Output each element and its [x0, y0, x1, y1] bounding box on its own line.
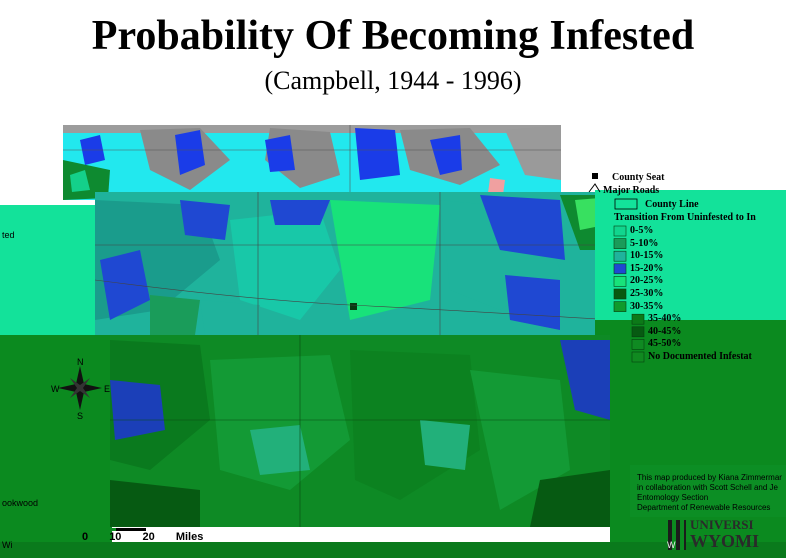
legend-swatch	[613, 301, 627, 312]
scale-labels: 0 10 20 Miles	[82, 531, 221, 543]
legend-county-line-label: County Line	[645, 199, 699, 210]
scale-label-10: 10	[109, 531, 122, 543]
bottom-strip	[0, 542, 786, 558]
university-emblem	[668, 520, 686, 550]
credit-box	[630, 465, 786, 517]
map-title: Probability Of Becoming Infested	[91, 13, 695, 59]
university-name: UNIVERSI WYOMI	[690, 517, 759, 551]
legend-swatch	[631, 313, 645, 325]
legend-swatch	[631, 339, 645, 350]
legend-class-label: No Documented Infestat	[648, 351, 752, 362]
legend-major-road-symbol	[588, 183, 601, 193]
legend-swatch	[613, 238, 627, 249]
legend-heading: Transition From Uninfested to In	[614, 212, 756, 223]
mid-map-region	[94, 192, 616, 340]
upper-map-region	[63, 125, 561, 200]
legend-swatches	[588, 173, 645, 363]
scale-bar	[86, 528, 146, 531]
compass-w: W	[51, 384, 60, 394]
legend-county-line-swatch	[614, 198, 638, 210]
legend-class-label: 15-20%	[630, 262, 664, 274]
compass-rose	[58, 366, 102, 410]
side-label-corner: Wi	[2, 540, 13, 550]
side-label-top: ted	[2, 230, 15, 240]
legend-band-top	[595, 190, 786, 320]
legend-class-label: 45-50%	[648, 338, 682, 350]
credit-line: Department of Renewable Resources	[637, 503, 771, 512]
credit-line: Entomology Section	[637, 493, 709, 502]
legend-swatch	[613, 250, 627, 262]
legend-class-label: 25-30%	[630, 288, 664, 299]
map-credit: This map produced by Kiana Zimmermar in …	[637, 473, 782, 513]
legend-class-label: 40-45%	[648, 325, 682, 337]
legend-class-label: 35-40%	[648, 313, 682, 325]
scale-label-0: 0	[82, 531, 89, 543]
legend-class-label: 0-5%	[630, 225, 654, 236]
legend-county-seat-symbol	[592, 173, 598, 179]
legend-class-label: 30-35%	[630, 300, 664, 312]
legend-swatch	[613, 263, 627, 275]
band-top-left	[0, 205, 98, 335]
side-label-bottom: ookwood	[2, 498, 39, 508]
legend-class-label: 5-10%	[630, 237, 659, 249]
university-line1: UNIVERSI	[690, 517, 754, 532]
credit-line: in collaboration with Scott Schell and J…	[637, 483, 778, 492]
university-emblem-letter: W	[667, 540, 676, 550]
university-line2: WYOMI	[690, 531, 759, 551]
lower-map-region	[110, 335, 610, 527]
legend-county-seat-label: County Seat	[612, 172, 665, 183]
credit-line: This map produced by Kiana Zimmermar	[637, 473, 782, 482]
legend-swatch	[631, 326, 645, 338]
map-subtitle: (Campbell, 1944 - 1996)	[264, 66, 522, 95]
compass-e: E	[104, 384, 111, 394]
legend-swatch	[613, 276, 627, 287]
legend-class-label: 20-25%	[630, 275, 664, 287]
compass-s: S	[77, 411, 84, 421]
scale-label-miles: Miles	[175, 531, 204, 543]
scale-label-20: 20	[142, 531, 155, 543]
compass-n: N	[77, 357, 84, 367]
band-bottom-left	[0, 335, 112, 545]
legend-swatch	[613, 288, 627, 300]
legend-swatch	[613, 225, 627, 237]
legend-swatch	[631, 351, 645, 363]
legend-major-roads-label: Major Roads	[603, 185, 660, 196]
legend-class-label: 10-15%	[630, 250, 664, 262]
